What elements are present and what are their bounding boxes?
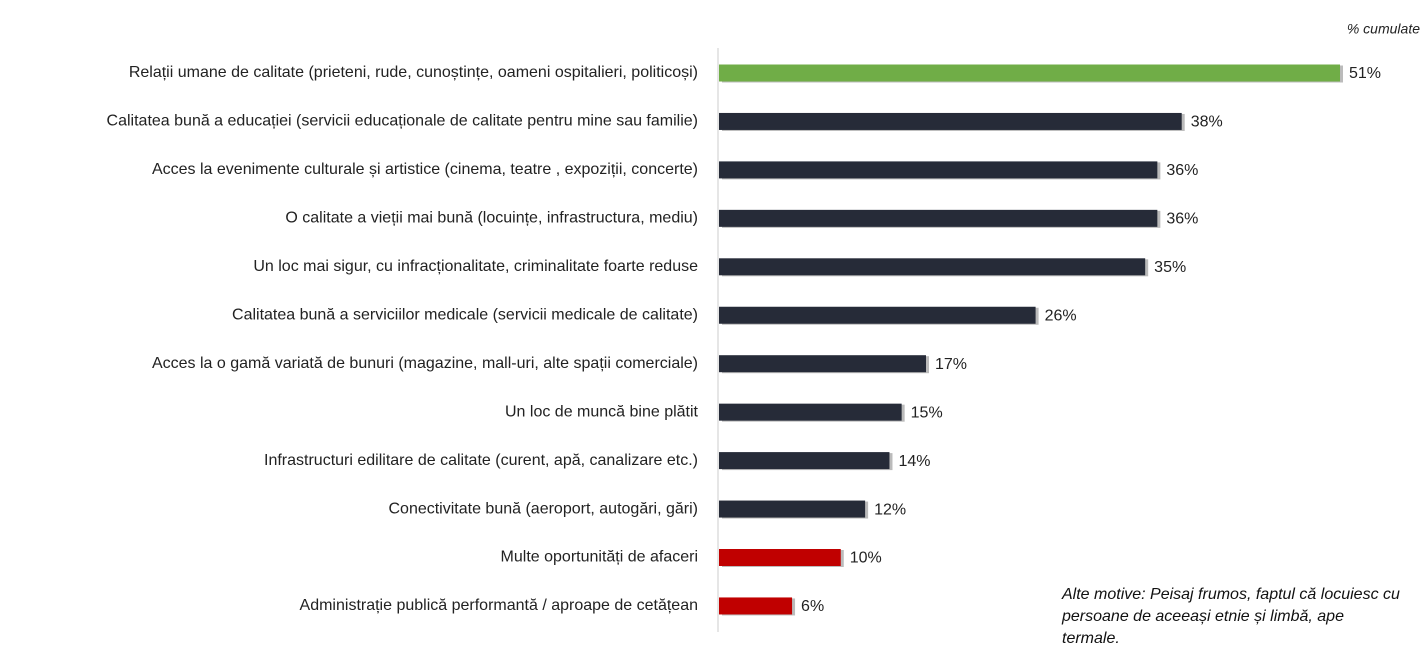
bar [719,355,926,373]
bar [719,306,1036,324]
category-label: Un loc mai sigur, cu infracționalitate, … [253,258,698,275]
bar [719,500,866,518]
annotation: Alte motive: Peisaj frumos, faptul că lo… [1062,586,1400,647]
bar [719,209,1158,227]
subtitle: % cumulate [1347,21,1420,37]
category-label: Administrație publică performantă / apro… [300,597,698,614]
category-label: Infrastructuri edilitare de calitate (cu… [264,452,698,469]
bar [719,452,890,470]
value-label: 38% [1191,114,1223,131]
bar [719,597,793,615]
value-label: 15% [911,404,943,421]
category-label: O calitate a vieții mai bună (locuințe, … [285,210,698,227]
bar [719,112,1182,130]
value-label: 6% [801,598,824,615]
bar [719,64,1340,82]
value-label: 36% [1166,162,1198,179]
bar [719,258,1146,276]
category-label: Calitatea bună a serviciilor medicale (s… [232,306,698,323]
category-label: Relații umane de calitate (prieteni, rud… [129,64,698,81]
bar [719,161,1158,179]
value-label: 26% [1045,307,1077,324]
value-label: 35% [1154,259,1186,276]
value-label: 17% [935,356,967,373]
value-label: 51% [1349,65,1381,82]
bar [719,403,902,421]
value-label: 12% [874,501,906,518]
category-label: Multe oportunități de afaceri [501,549,698,566]
value-label: 10% [850,550,882,567]
value-label: 36% [1166,211,1198,228]
category-label: Un loc de muncă bine plătit [505,403,699,420]
category-label: Acces la evenimente culturale și artisti… [152,161,698,178]
value-label: 14% [898,453,930,470]
bar [719,549,841,566]
category-label: Acces la o gamă variată de bunuri (magaz… [152,355,698,372]
category-label: Conectivitate bună (aeroport, autogări, … [388,500,698,517]
category-label: Calitatea bună a educației (servicii edu… [107,113,698,130]
